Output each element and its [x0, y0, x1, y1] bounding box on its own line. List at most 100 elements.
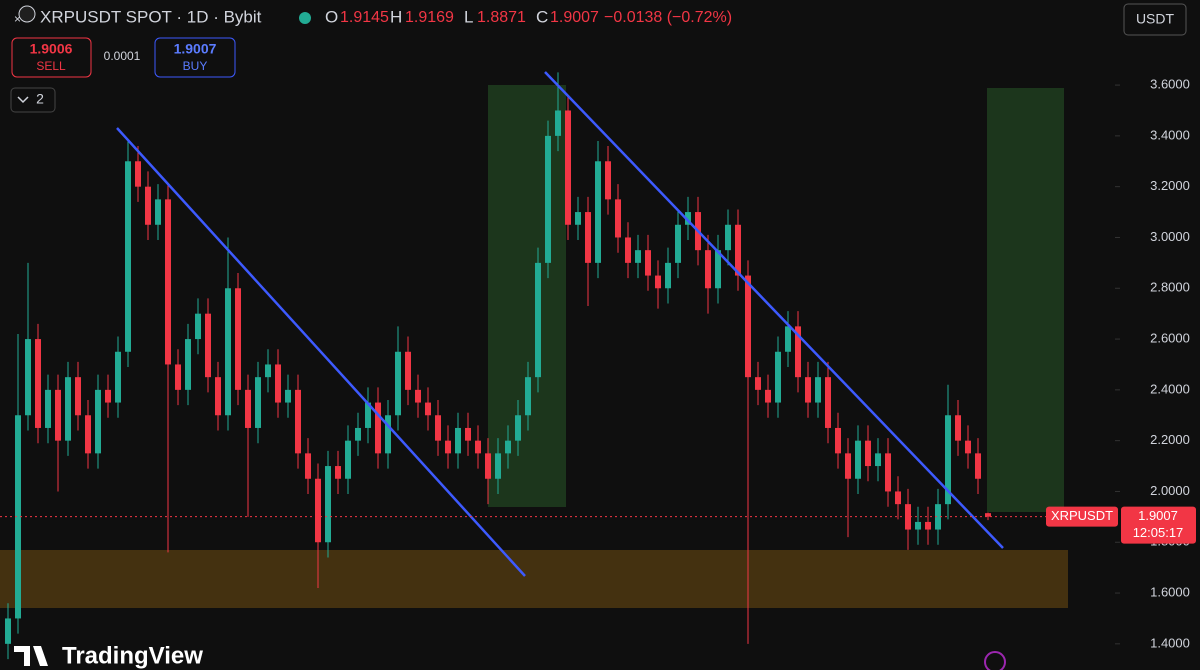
candle-body: [665, 262, 671, 289]
candle-body: [835, 427, 841, 454]
candle-body: [505, 440, 511, 454]
candle-body: [335, 466, 341, 479]
indicators-count: 2: [36, 91, 44, 107]
candle-body: [975, 453, 981, 479]
candle-body: [465, 427, 471, 441]
candle-body: [435, 415, 441, 441]
sell-price: 1.9006: [30, 41, 73, 57]
candle-body: [215, 377, 221, 416]
candle-body: [235, 288, 241, 390]
candle-body: [965, 440, 971, 454]
candle-body: [985, 513, 991, 517]
target-zone: [987, 88, 1064, 512]
candle-body: [135, 161, 141, 187]
candle-body: [15, 415, 21, 619]
candle-body: [255, 377, 261, 428]
candle-body: [345, 440, 351, 479]
candle-body: [225, 288, 231, 416]
candle-body: [185, 339, 191, 390]
candle-body: [385, 415, 391, 454]
brand-logo: [14, 646, 48, 666]
candle-body: [555, 110, 561, 136]
sell-button[interactable]: [11, 37, 92, 78]
trend-line: [544, 71, 1004, 549]
candle-body: [175, 364, 181, 390]
candle-body: [295, 389, 301, 454]
candle-body: [565, 110, 571, 225]
candle-body: [395, 351, 401, 416]
price-tag: [1121, 506, 1196, 544]
candle-body: [405, 351, 411, 390]
y-tick-label: 3.6000: [1150, 77, 1190, 92]
change-value: −0.0138 (−0.72%): [604, 9, 732, 26]
candle-body: [625, 237, 631, 263]
y-tick-label: 2.8000: [1150, 280, 1190, 295]
y-tick-label: 1.4000: [1150, 635, 1190, 650]
candle-body: [545, 135, 551, 263]
candle-body: [525, 377, 531, 416]
candle-body: [875, 453, 881, 467]
candle-body: [165, 199, 171, 365]
candle-body: [915, 521, 921, 530]
candle-body: [425, 402, 431, 416]
candle-body: [415, 389, 421, 403]
open-value: 1.9145: [340, 9, 389, 26]
trend-line: [116, 127, 526, 577]
candle-body: [105, 389, 111, 403]
candle-body: [745, 275, 751, 378]
sell-label: SELL: [36, 59, 66, 73]
candle-body: [605, 161, 611, 200]
candle-body: [585, 212, 591, 263]
candle-body: [485, 453, 491, 479]
candle-body: [755, 377, 761, 390]
candle-body: [95, 389, 101, 454]
candle-body: [595, 161, 601, 263]
candle-body: [795, 326, 801, 378]
candle-body: [275, 364, 281, 403]
buy-button[interactable]: [154, 37, 236, 78]
candle-body: [145, 186, 151, 225]
candle-body: [245, 389, 251, 428]
candle-body: [685, 212, 691, 225]
candle-body: [475, 440, 481, 454]
y-tick-label: 2.0000: [1150, 483, 1190, 498]
candle-body: [35, 339, 41, 428]
candle-body: [125, 161, 131, 352]
candle-body: [375, 402, 381, 454]
chevron-icon: [17, 96, 29, 104]
alert-icon[interactable]: [984, 651, 1006, 670]
close-label: C: [536, 7, 548, 26]
candle-body: [855, 440, 861, 479]
candle-body: [905, 504, 911, 530]
currency-button[interactable]: [1123, 3, 1187, 36]
candle-body: [765, 389, 771, 403]
candle-body: [865, 440, 871, 467]
symbol-logo: [18, 5, 36, 23]
candle-body: [825, 377, 831, 428]
candle-body: [845, 453, 851, 479]
candle-body: [55, 389, 61, 441]
candle-body: [355, 427, 361, 441]
candle-body: [735, 224, 741, 276]
indicators-toggle[interactable]: [10, 87, 56, 113]
symbol-tag-label: XRPUSDT: [1051, 508, 1113, 523]
candle-body: [205, 313, 211, 378]
y-tick-label: 3.0000: [1150, 229, 1190, 244]
y-tick-label: 1.6000: [1150, 584, 1190, 599]
candle-body: [365, 402, 371, 428]
candle-body: [715, 250, 721, 289]
close-icon[interactable]: ×: [14, 12, 21, 26]
candle-body: [945, 415, 951, 505]
high-value: 1.9169: [405, 9, 454, 26]
candle-body: [265, 364, 271, 378]
candle-body: [455, 427, 461, 454]
candle-body: [785, 326, 791, 352]
open-label: O: [325, 7, 338, 26]
candle-body: [115, 351, 121, 403]
candle-body: [645, 250, 651, 276]
high-label: H: [390, 7, 402, 26]
buy-label: BUY: [183, 59, 208, 73]
candle-body: [935, 504, 941, 530]
candle-body: [305, 453, 311, 479]
candle-body: [75, 377, 81, 416]
